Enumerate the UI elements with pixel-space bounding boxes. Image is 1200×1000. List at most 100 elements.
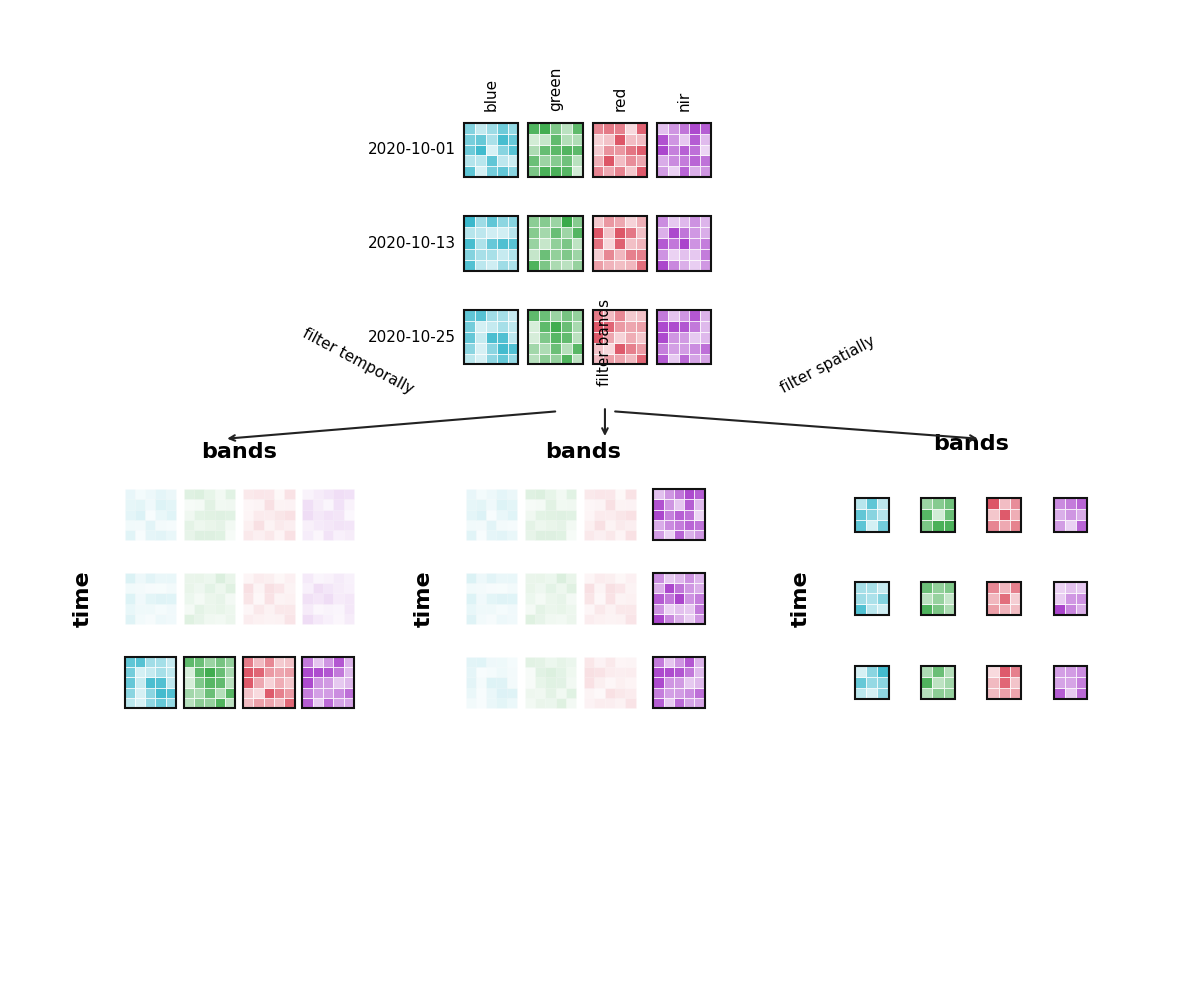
Bar [560, 249, 572, 260]
Bar [323, 530, 334, 540]
Bar [528, 216, 539, 227]
Bar [524, 604, 535, 614]
Bar [528, 155, 539, 166]
Bar [625, 238, 636, 249]
Bar [922, 509, 932, 520]
Bar [932, 593, 943, 604]
Bar [695, 489, 704, 499]
Bar [678, 166, 690, 177]
Bar [584, 499, 594, 510]
Bar [584, 520, 594, 530]
Bar [506, 657, 517, 667]
Bar [695, 583, 704, 593]
Bar [528, 354, 539, 364]
Text: blue: blue [484, 78, 499, 111]
Bar [653, 657, 664, 667]
Bar [323, 583, 334, 593]
Bar [134, 604, 145, 614]
Bar [1054, 582, 1087, 615]
Bar [701, 134, 712, 145]
Bar [856, 666, 866, 677]
Bar [616, 489, 625, 499]
Bar [506, 583, 517, 593]
Bar [684, 667, 695, 677]
Bar [204, 614, 215, 624]
Bar [194, 698, 204, 708]
Bar [1010, 582, 1021, 593]
Bar [528, 227, 539, 238]
Bar [497, 134, 508, 145]
Bar [486, 332, 497, 343]
Bar [323, 667, 334, 677]
Bar [194, 530, 204, 540]
Bar [476, 489, 486, 499]
Bar [475, 354, 486, 364]
Bar [343, 688, 354, 698]
Bar [508, 166, 518, 177]
Bar [184, 604, 194, 614]
Bar [560, 145, 572, 155]
Bar [284, 667, 294, 677]
Bar [572, 216, 583, 227]
Bar [625, 593, 636, 604]
Bar [572, 145, 583, 155]
Bar [1064, 593, 1076, 604]
Bar [244, 520, 253, 530]
Bar [593, 260, 604, 271]
Bar [215, 573, 224, 583]
Bar [1076, 666, 1087, 677]
Bar [593, 216, 647, 271]
Bar [194, 520, 204, 530]
Bar [274, 614, 284, 624]
Bar [653, 667, 664, 677]
Bar [625, 510, 636, 520]
Bar [194, 657, 204, 667]
Bar [476, 499, 486, 510]
Bar [604, 332, 614, 343]
Bar [566, 520, 576, 530]
Bar [1076, 498, 1087, 509]
Bar [506, 688, 517, 698]
Bar [550, 145, 560, 155]
Bar [508, 123, 518, 134]
Bar [556, 667, 566, 677]
Bar [224, 698, 235, 708]
Bar [524, 520, 535, 530]
Bar [145, 688, 156, 698]
Bar [546, 530, 556, 540]
Bar [156, 657, 166, 667]
Bar [1054, 593, 1064, 604]
Bar [653, 583, 664, 593]
Bar [244, 614, 253, 624]
Bar [528, 260, 539, 271]
Bar [145, 583, 156, 593]
Bar [284, 499, 294, 510]
Bar [625, 499, 636, 510]
Bar [616, 520, 625, 530]
Bar [593, 343, 604, 354]
Bar [877, 677, 889, 688]
Bar [343, 698, 354, 708]
Bar [508, 216, 518, 227]
Bar [572, 310, 583, 321]
Bar [556, 530, 566, 540]
Bar [616, 614, 625, 624]
Bar [475, 134, 486, 145]
Bar [194, 573, 204, 583]
Bar [334, 688, 343, 698]
Bar [184, 677, 194, 688]
Bar [334, 593, 343, 604]
Bar [334, 667, 343, 677]
Bar [475, 238, 486, 249]
Bar [856, 677, 866, 688]
Bar [667, 354, 678, 364]
Bar [302, 583, 313, 593]
Bar [302, 698, 313, 708]
Bar [125, 667, 134, 677]
Bar [486, 614, 497, 624]
Bar [684, 604, 695, 614]
Bar [508, 227, 518, 238]
Bar [334, 604, 343, 614]
Bar [856, 666, 889, 699]
Bar [302, 530, 313, 540]
